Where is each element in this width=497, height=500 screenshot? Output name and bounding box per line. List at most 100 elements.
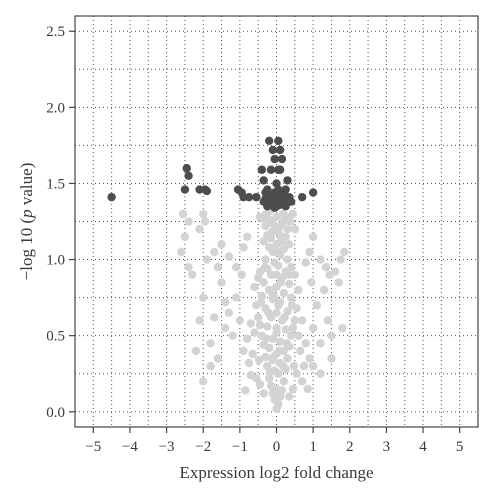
point-not-significant: [199, 293, 208, 302]
point-not-significant: [177, 247, 186, 257]
point-not-significant: [325, 270, 334, 279]
point-not-significant: [297, 316, 307, 325]
point-not-significant: [319, 285, 329, 295]
point-significant: [308, 188, 318, 197]
point-not-significant: [283, 255, 292, 264]
axis-ticks: −5 −4 −3 −2 −1 0 1 2 3 4 5 0.0 0.5 1.0 1.5 2.0 2.5: [46, 24, 463, 455]
point-not-significant: [195, 316, 204, 325]
point-not-significant: [279, 377, 289, 386]
point-not-significant: [276, 232, 286, 241]
x-tick-label: −1: [232, 439, 248, 455]
point-not-significant: [286, 217, 295, 226]
point-significant: [202, 186, 212, 196]
point-significant: [266, 165, 276, 174]
point-not-significant: [210, 313, 219, 322]
point-not-significant: [213, 354, 223, 363]
point-not-significant: [242, 232, 252, 241]
point-significant: [263, 202, 272, 211]
x-tick-label: 4: [419, 439, 427, 455]
point-significant: [239, 192, 248, 202]
point-significant: [261, 194, 270, 203]
point-not-significant: [296, 346, 305, 356]
point-not-significant: [285, 392, 294, 401]
point-significant: [274, 136, 283, 146]
point-not-significant: [217, 278, 226, 287]
point-not-significant: [286, 293, 296, 302]
point-not-significant: [272, 212, 281, 222]
y-tick-label: 2.0: [46, 100, 65, 116]
point-not-significant: [232, 293, 241, 302]
point-significant: [268, 145, 278, 155]
point-not-significant: [178, 209, 188, 219]
point-not-significant: [200, 217, 210, 226]
point-not-significant: [256, 297, 266, 307]
point-not-significant: [303, 384, 312, 394]
point-not-significant: [316, 255, 325, 264]
point-not-significant: [206, 339, 215, 348]
point-not-significant: [264, 374, 274, 383]
point-not-significant: [268, 334, 278, 343]
point-not-significant: [272, 270, 281, 279]
point-not-significant: [281, 325, 290, 334]
point-not-significant: [289, 361, 299, 371]
point-not-significant: [292, 369, 301, 378]
point-not-significant: [288, 209, 298, 219]
point-significant: [297, 192, 307, 202]
point-not-significant: [259, 389, 268, 398]
point-not-significant: [188, 270, 197, 279]
point-not-significant: [239, 346, 248, 356]
point-not-significant: [224, 308, 234, 318]
point-not-significant: [184, 217, 193, 226]
point-significant: [275, 145, 285, 155]
point-not-significant: [270, 258, 279, 267]
point-not-significant: [288, 323, 298, 333]
point-not-significant: [340, 247, 349, 257]
point-not-significant: [206, 361, 215, 371]
point-not-significant: [334, 278, 343, 287]
point-not-significant: [280, 313, 289, 322]
point-not-significant: [305, 247, 314, 257]
point-not-significant: [262, 334, 271, 343]
point-not-significant: [250, 328, 259, 337]
point-not-significant: [297, 377, 307, 386]
point-not-significant: [265, 368, 275, 377]
point-not-significant: [284, 270, 293, 279]
point-not-significant: [255, 380, 265, 389]
point-not-significant: [272, 323, 281, 333]
point-not-significant: [255, 320, 265, 330]
data-points: [107, 136, 349, 413]
point-not-significant: [275, 346, 284, 356]
point-not-significant: [278, 209, 288, 219]
point-not-significant: [267, 288, 277, 298]
point-not-significant: [180, 232, 190, 241]
point-not-significant: [191, 346, 201, 356]
point-not-significant: [244, 358, 254, 368]
point-not-significant: [299, 361, 309, 371]
point-not-significant: [274, 301, 283, 310]
point-not-significant: [327, 354, 336, 363]
point-not-significant: [217, 240, 226, 249]
x-tick-label: −3: [159, 439, 175, 455]
point-not-significant: [261, 352, 270, 362]
point-not-significant: [184, 262, 193, 272]
point-significant: [275, 165, 285, 174]
point-not-significant: [305, 354, 314, 363]
point-not-significant: [288, 384, 298, 394]
point-not-significant: [282, 339, 291, 348]
point-not-significant: [246, 319, 256, 328]
grid: [74, 16, 479, 427]
point-not-significant: [287, 301, 297, 310]
point-not-significant: [283, 224, 292, 234]
x-tick-label: 2: [346, 439, 354, 455]
point-not-significant: [294, 331, 303, 340]
point-not-significant: [261, 221, 270, 231]
x-tick-label: 0: [273, 439, 281, 455]
point-not-significant: [253, 273, 263, 283]
point-not-significant: [290, 224, 300, 234]
point-significant: [270, 154, 279, 164]
x-axis-title: Expression log2 fold change: [179, 463, 373, 482]
point-not-significant: [232, 262, 241, 272]
point-not-significant: [273, 247, 282, 257]
point-not-significant: [221, 297, 230, 307]
point-not-significant: [312, 301, 321, 310]
